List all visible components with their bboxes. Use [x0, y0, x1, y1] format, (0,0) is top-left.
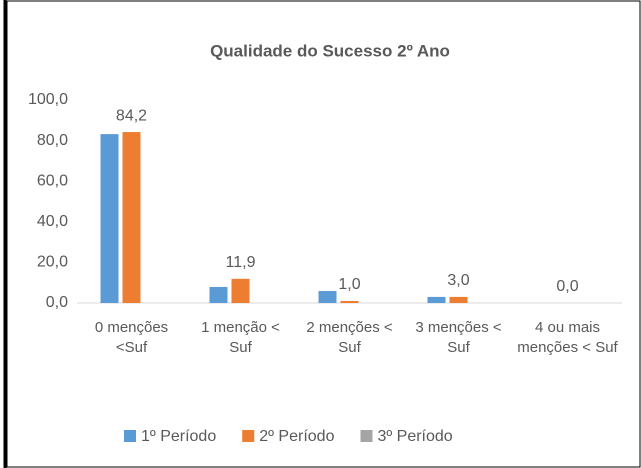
- bar: [427, 296, 446, 303]
- bar: [122, 132, 141, 303]
- bar: [318, 291, 337, 303]
- data-label: 3,0: [447, 272, 469, 289]
- y-tick-label: 80,0: [37, 132, 68, 149]
- y-tick-label: 40,0: [37, 213, 68, 230]
- data-label: 1,0: [338, 276, 360, 293]
- bar: [449, 296, 468, 303]
- bar: [231, 278, 250, 303]
- y-tick-label: 0,0: [46, 294, 68, 311]
- data-label: 0,0: [556, 278, 578, 295]
- chart-title: Qualidade do Sucesso 2º Ano: [210, 41, 450, 60]
- x-tick-label: 4 ou mais menções < Suf: [517, 319, 618, 356]
- legend-label: 1º Período: [141, 428, 216, 445]
- data-label: 84,2: [116, 107, 147, 124]
- x-tick-label: 3 menções < Suf: [415, 319, 502, 356]
- y-tick-label: 60,0: [37, 172, 68, 189]
- bar: [209, 286, 228, 303]
- x-tick-label: 2 menções < Suf: [306, 319, 393, 356]
- legend-swatch: [242, 430, 255, 442]
- data-label: 11,9: [226, 254, 256, 271]
- legend-label: 3º Período: [377, 428, 452, 445]
- legend-swatch: [360, 430, 373, 442]
- bar: [100, 134, 119, 303]
- y-tick-label: 20,0: [37, 254, 68, 271]
- y-tick-label: 100,0: [28, 91, 68, 108]
- legend-swatch: [124, 430, 136, 442]
- bar: [340, 300, 359, 303]
- x-tick-label: 1 menção < Suf: [201, 319, 280, 356]
- legend-label: 2º Período: [259, 428, 334, 445]
- x-tick-label: 0 menções <Suf: [94, 319, 169, 356]
